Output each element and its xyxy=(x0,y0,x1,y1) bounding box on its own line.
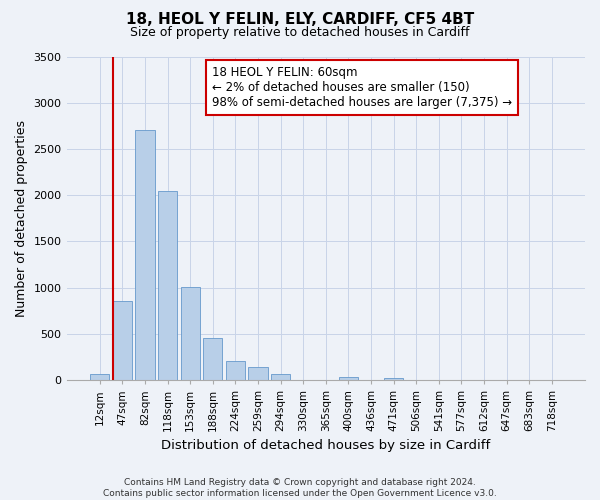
Bar xyxy=(90,374,109,380)
Bar xyxy=(384,378,403,380)
Bar xyxy=(158,190,177,380)
Text: 18 HEOL Y FELIN: 60sqm
← 2% of detached houses are smaller (150)
98% of semi-det: 18 HEOL Y FELIN: 60sqm ← 2% of detached … xyxy=(212,66,512,109)
Bar xyxy=(339,377,358,380)
Text: Contains HM Land Registry data © Crown copyright and database right 2024.
Contai: Contains HM Land Registry data © Crown c… xyxy=(103,478,497,498)
Text: Size of property relative to detached houses in Cardiff: Size of property relative to detached ho… xyxy=(130,26,470,39)
Bar xyxy=(136,130,155,380)
Bar xyxy=(271,374,290,380)
Bar xyxy=(248,366,268,380)
X-axis label: Distribution of detached houses by size in Cardiff: Distribution of detached houses by size … xyxy=(161,440,490,452)
Text: 18, HEOL Y FELIN, ELY, CARDIFF, CF5 4BT: 18, HEOL Y FELIN, ELY, CARDIFF, CF5 4BT xyxy=(126,12,474,28)
Bar xyxy=(181,286,200,380)
Bar xyxy=(226,360,245,380)
Y-axis label: Number of detached properties: Number of detached properties xyxy=(15,120,28,317)
Bar xyxy=(113,302,132,380)
Bar xyxy=(203,338,223,380)
